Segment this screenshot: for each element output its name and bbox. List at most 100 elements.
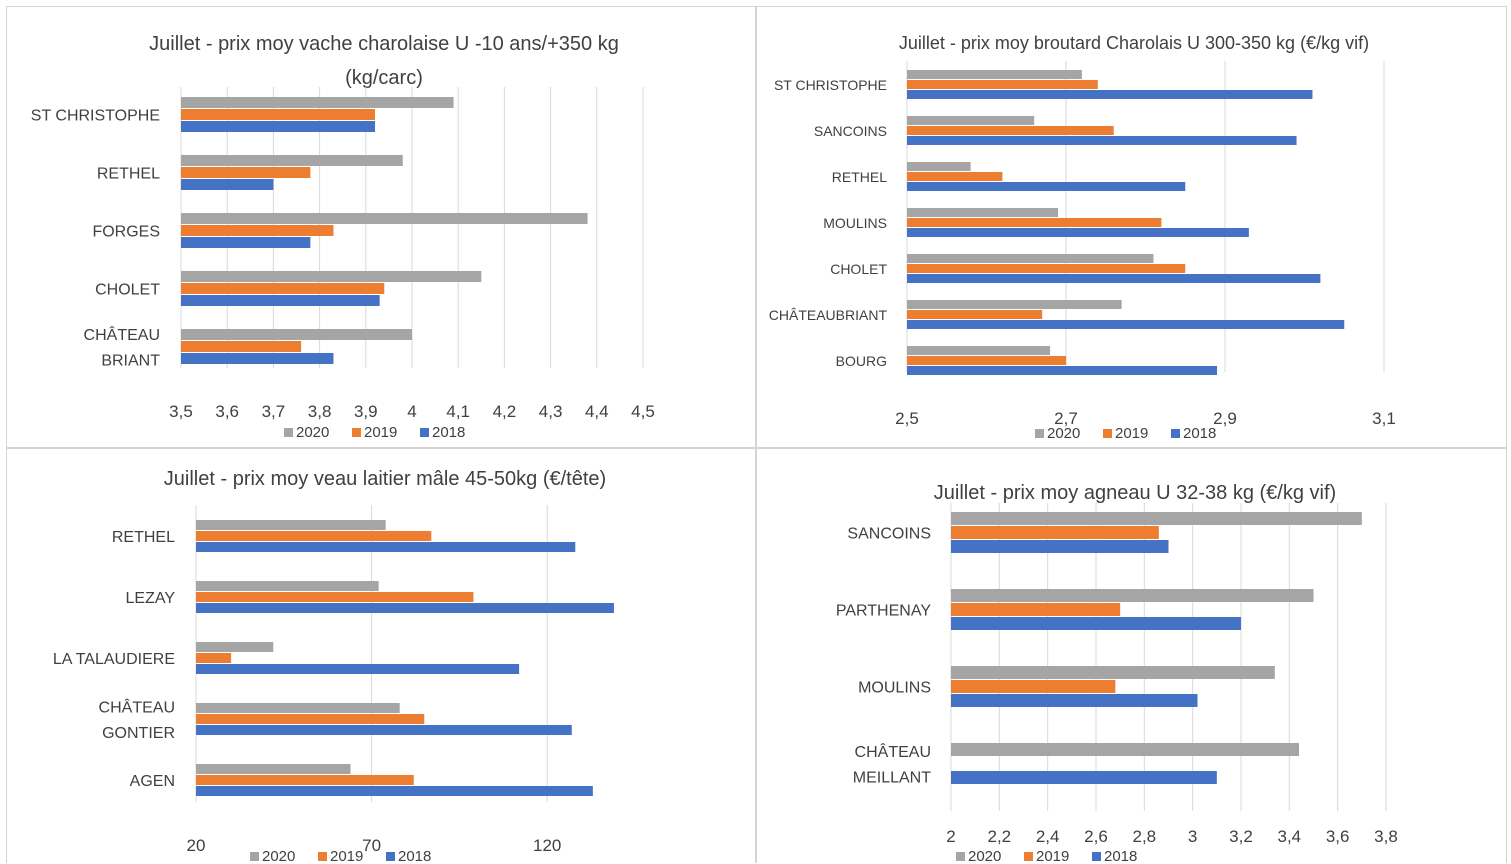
legend-label-2020: 2020 — [262, 848, 295, 864]
bar-2018-2 — [196, 603, 614, 613]
chart-title-line-1: Juillet - prix moy veau laitier mâle 45-… — [164, 468, 606, 490]
x-tick-label-4: 3,1 — [1372, 409, 1396, 428]
x-tick-label-7: 4,1 — [446, 402, 470, 421]
x-tick-label-3: 2,9 — [1213, 409, 1237, 428]
category-label-2: LEZAY — [126, 590, 176, 607]
chart-veau-laitier: Juillet - prix moy veau laitier mâle 45-… — [53, 468, 614, 864]
legend-label-2018: 2018 — [398, 848, 431, 864]
x-tick-label-1: 2,5 — [895, 409, 919, 428]
x-tick-label-5: 3,9 — [354, 402, 378, 421]
x-tick-label-9: 4,3 — [539, 402, 563, 421]
x-tick-label-11: 4,5 — [631, 402, 655, 421]
category-label-3: LA TALAUDIERE — [53, 651, 175, 668]
chart-title-line-1: Juillet - prix moy broutard Charolais U … — [899, 33, 1369, 53]
x-tick-label-8: 4,2 — [493, 402, 517, 421]
category-label-4: CHOLET — [95, 282, 160, 299]
x-tick-label-7: 3,2 — [1229, 827, 1253, 846]
bar-2019-4 — [196, 714, 425, 724]
category-label-2: SANCOINS — [814, 123, 887, 139]
x-tick-label-4: 2,6 — [1084, 827, 1108, 846]
bar-2018-1 — [181, 121, 376, 132]
bar-2018-1 — [196, 542, 576, 552]
legend-swatch-2018 — [386, 852, 395, 861]
bar-2020-2 — [181, 155, 403, 166]
bar-2019-3 — [181, 225, 334, 236]
x-tick-label-1: 2 — [946, 827, 955, 846]
bar-2019-2 — [196, 592, 474, 602]
legend-label-2020: 2020 — [1047, 425, 1080, 442]
bar-2020-3 — [181, 213, 588, 224]
bar-2020-4 — [196, 703, 400, 713]
bar-2019-1 — [907, 80, 1098, 89]
legend-label-2019: 2019 — [364, 424, 397, 441]
x-tick-label-9: 3,6 — [1326, 827, 1350, 846]
legend-label-2018: 2018 — [432, 424, 465, 441]
bar-2018-3 — [907, 182, 1186, 191]
legend-label-2020: 2020 — [296, 424, 329, 441]
bar-2019-4 — [181, 283, 385, 294]
category-label-3: MOULINS — [858, 680, 931, 697]
bar-2018-3 — [951, 694, 1198, 707]
bar-2018-4 — [907, 228, 1249, 237]
category-label-3: FORGES — [92, 224, 160, 241]
legend-swatch-2020 — [284, 428, 293, 437]
bar-2019-3 — [907, 172, 1003, 181]
legend-swatch-2018 — [1092, 852, 1101, 861]
x-tick-label-3: 120 — [533, 836, 561, 855]
bar-2018-6 — [907, 320, 1345, 329]
bar-2020-4 — [951, 743, 1299, 756]
bar-2018-4 — [951, 771, 1217, 784]
bar-2020-1 — [951, 512, 1362, 525]
bar-2018-4 — [181, 295, 380, 306]
bar-2018-2 — [181, 179, 274, 190]
chart-panel-veau-laitier: Juillet - prix moy veau laitier mâle 45-… — [6, 448, 756, 864]
x-tick-label-3: 3,7 — [262, 402, 286, 421]
category-label-2: RETHEL — [97, 166, 160, 183]
bar-2018-4 — [196, 725, 572, 735]
chart-panel-vache-charolaise: Juillet - prix moy vache charolaise U -1… — [6, 6, 756, 448]
legend-swatch-2019 — [1103, 429, 1112, 438]
legend-label-2019: 2019 — [330, 848, 363, 864]
bar-2018-1 — [951, 540, 1169, 553]
bar-2020-7 — [907, 346, 1051, 355]
bar-2019-1 — [196, 531, 432, 541]
bar-2019-2 — [181, 167, 311, 178]
legend-label-2018: 2018 — [1183, 425, 1216, 442]
category-label-7: BOURG — [836, 353, 887, 369]
category-label-1: ST CHRISTOPHE — [31, 108, 160, 125]
bar-2019-2 — [951, 603, 1121, 616]
x-tick-label-2: 2,2 — [988, 827, 1012, 846]
legend-swatch-2019 — [1024, 852, 1033, 861]
bar-2020-5 — [196, 764, 351, 774]
x-tick-label-1: 20 — [187, 836, 206, 855]
category-label-1: SANCOINS — [847, 526, 931, 543]
chart-title-line-1: Juillet - prix moy vache charolaise U -1… — [149, 33, 619, 55]
bar-2019-1 — [181, 109, 376, 120]
bar-2020-3 — [196, 642, 274, 652]
x-tick-label-6: 3 — [1188, 827, 1197, 846]
category-label-4: MEILLANT — [853, 769, 931, 786]
legend-label-2019: 2019 — [1115, 425, 1148, 442]
legend-label-2018: 2018 — [1104, 848, 1137, 864]
chart-vache-charolaise: Juillet - prix moy vache charolaise U -1… — [31, 33, 655, 441]
legend-swatch-2020 — [250, 852, 259, 861]
bar-2018-3 — [196, 664, 520, 674]
bar-2018-2 — [951, 617, 1241, 630]
chart-title-line-2: (kg/carc) — [345, 67, 423, 89]
bar-2020-4 — [181, 271, 482, 282]
category-label-5: AGEN — [130, 773, 175, 790]
legend-swatch-2019 — [352, 428, 361, 437]
bar-2018-5 — [907, 274, 1321, 283]
x-tick-label-8: 3,4 — [1278, 827, 1302, 846]
bar-2019-6 — [907, 310, 1043, 319]
x-tick-label-2: 2,7 — [1054, 409, 1078, 428]
legend-swatch-2018 — [420, 428, 429, 437]
bar-2020-2 — [907, 116, 1035, 125]
chart-agneau: Juillet - prix moy agneau U 32-38 kg (€/… — [836, 482, 1398, 864]
bar-2019-5 — [907, 264, 1186, 273]
category-label-1: RETHEL — [112, 529, 175, 546]
bar-2020-1 — [196, 520, 386, 530]
bar-2019-2 — [907, 126, 1114, 135]
bar-2020-5 — [181, 329, 412, 340]
chart-title-line-1: Juillet - prix moy agneau U 32-38 kg (€/… — [934, 482, 1336, 504]
